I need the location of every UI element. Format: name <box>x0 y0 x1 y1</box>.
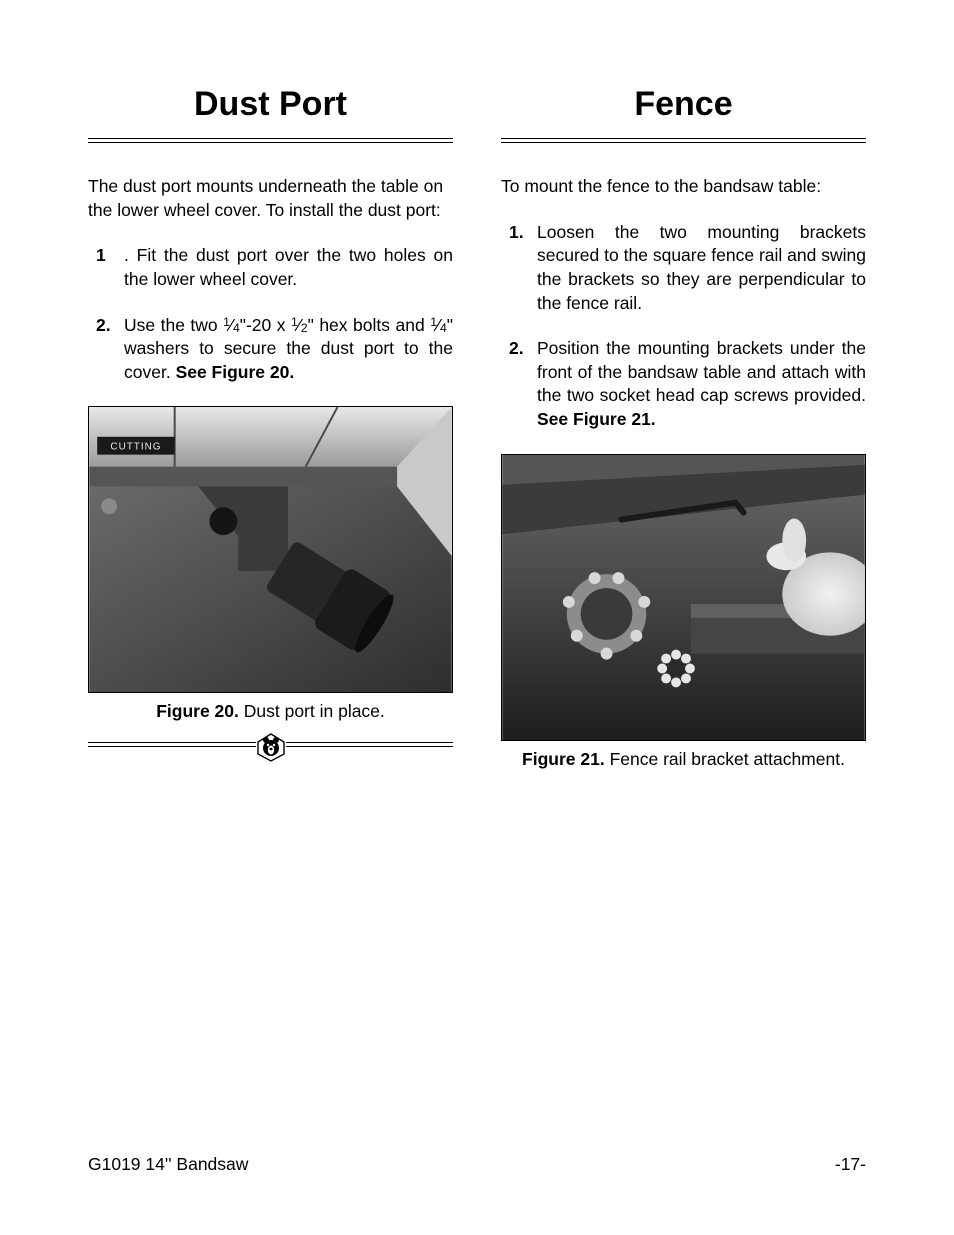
right-intro: To mount the fence to the bandsaw table: <box>501 175 866 199</box>
section-end-ornament <box>88 732 453 760</box>
caption-rest: Dust port in place. <box>239 701 385 721</box>
two-column-layout: Dust Port The dust port mounts underneat… <box>88 85 866 780</box>
caption-label: Figure 20. <box>156 701 239 721</box>
left-title: Dust Port <box>88 85 453 124</box>
left-column: Dust Port The dust port mounts underneat… <box>88 85 453 780</box>
right-steps: 1. Loosen the two mounting brackets secu… <box>501 221 866 432</box>
step-text: Position the mounting brackets under the… <box>537 338 866 429</box>
figure-21-svg: CUTTING <box>502 455 865 740</box>
page: Dust Port The dust port mounts underneat… <box>0 0 954 1235</box>
left-steps: 1 . Fit the dust port over the two holes… <box>88 244 453 384</box>
left-title-rule <box>88 138 453 143</box>
step-text: . Fit the dust port over the two holes o… <box>124 245 453 289</box>
svg-text:CUTTING: CUTTING <box>110 442 161 453</box>
figure-20-image: CUTTING <box>88 406 453 693</box>
footer-left: G1019 14'' Bandsaw <box>88 1154 248 1175</box>
right-title: Fence <box>501 85 866 124</box>
footer-right: -17- <box>835 1154 866 1175</box>
figure-20-svg: CUTTING <box>89 407 452 692</box>
step-text: Use the two 1⁄4"-20 x 1⁄2" hex bolts and… <box>124 315 453 382</box>
right-step-1: 1. Loosen the two mounting brackets secu… <box>537 221 866 316</box>
right-column: Fence To mount the fence to the bandsaw … <box>501 85 866 780</box>
left-intro: The dust port mounts underneath the tabl… <box>88 175 453 222</box>
bear-icon <box>256 732 286 762</box>
caption-rest: Fence rail bracket attachment. <box>605 749 845 769</box>
figure-21-caption: Figure 21. Fence rail bracket attachment… <box>501 749 866 770</box>
step-number: 2. <box>96 314 111 338</box>
left-step-2: 2. Use the two 1⁄4"-20 x 1⁄2" hex bolts … <box>124 314 453 385</box>
step-text: Loosen the two mounting brackets secured… <box>537 222 866 313</box>
page-footer: G1019 14'' Bandsaw -17- <box>88 1154 866 1175</box>
figure-20-caption: Figure 20. Dust port in place. <box>88 701 453 722</box>
right-step-2: 2. Position the mounting brackets under … <box>537 337 866 432</box>
step-number: 2. <box>509 337 524 361</box>
right-title-rule <box>501 138 866 143</box>
caption-label: Figure 21. <box>522 749 605 769</box>
step-number: 1. <box>509 221 524 245</box>
figure-21-image: CUTTING <box>501 454 866 741</box>
step-number: 1 <box>96 244 106 268</box>
left-step-1: 1 . Fit the dust port over the two holes… <box>124 244 453 291</box>
